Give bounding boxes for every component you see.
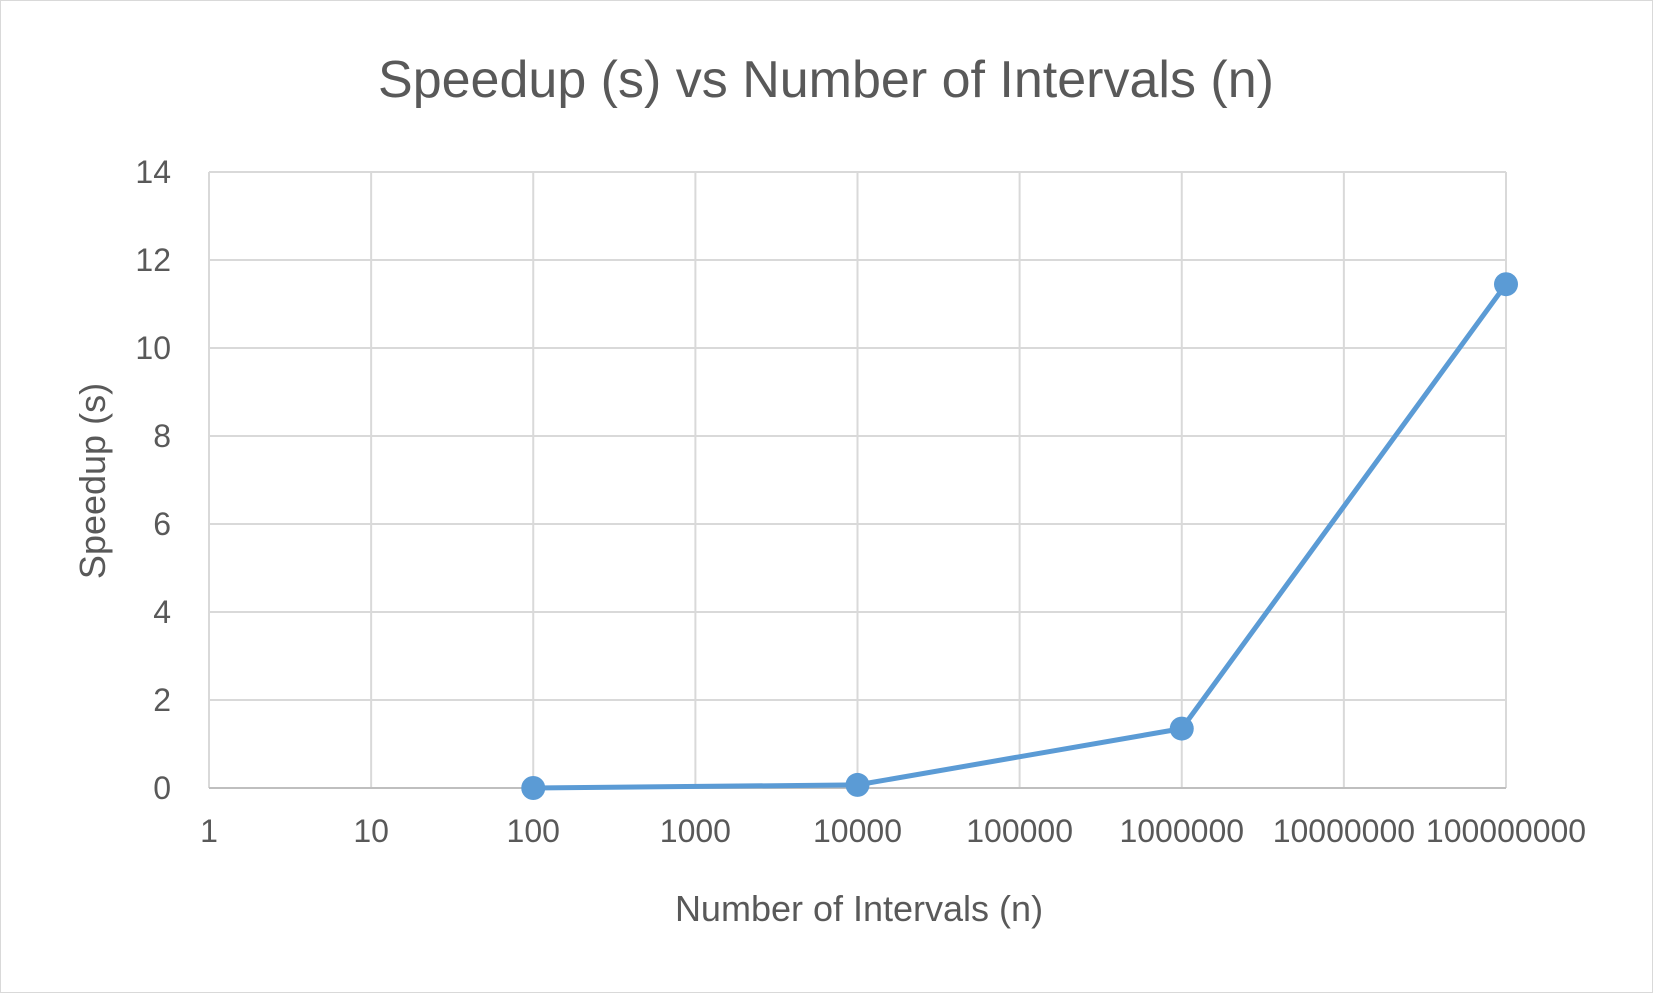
y-tick-labels: 0 2 4 6 8 10 12 14 (135, 154, 171, 806)
data-point (1169, 716, 1194, 741)
y-tick-label: 2 (153, 682, 171, 718)
x-tick-label: 1000 (660, 813, 731, 849)
x-tick-label: 100 (507, 813, 560, 849)
grid (208, 171, 1507, 788)
x-tick-label: 10 (353, 813, 389, 849)
data-point (1494, 272, 1518, 297)
y-tick-label: 6 (153, 506, 171, 542)
y-tick-label: 10 (135, 330, 171, 366)
y-tick-label: 8 (153, 418, 171, 454)
x-tick-label: 1000000 (1119, 813, 1244, 849)
x-tick-label: 100000000 (1426, 813, 1586, 849)
y-tick-label: 0 (153, 770, 171, 806)
y-tick-label: 14 (135, 154, 171, 190)
x-tick-label: 10000000 (1273, 813, 1415, 849)
x-tick-label: 1 (200, 813, 218, 849)
x-axis-title: Number of Intervals (n) (675, 888, 1043, 929)
y-axis-title: Speedup (s) (72, 383, 113, 579)
x-tick-labels: 1 10 100 1000 10000 100000 1000000 10000000 1000… (200, 813, 1586, 849)
x-tick-label: 100000 (966, 813, 1073, 849)
x-tick-label: 10000 (813, 813, 902, 849)
data-point (521, 776, 546, 800)
y-tick-label: 12 (135, 242, 171, 278)
chart-title: Speedup (s) vs Number of Intervals (n) (378, 51, 1274, 109)
y-tick-label: 4 (153, 594, 171, 630)
series-line (530, 281, 1509, 791)
series (521, 272, 1518, 800)
data-point (845, 772, 870, 797)
